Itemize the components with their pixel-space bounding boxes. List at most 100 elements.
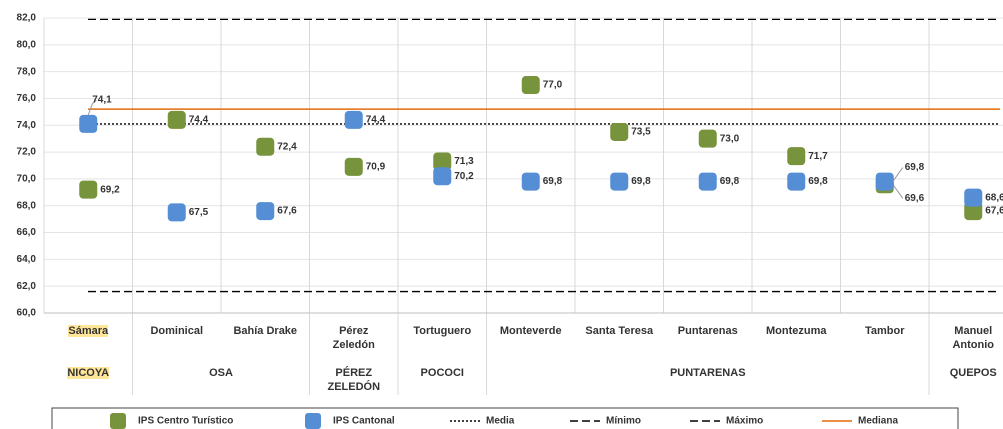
group-label: QUEPOS (929, 366, 1003, 380)
marker (610, 172, 629, 191)
data-label: 70,9 (366, 161, 386, 172)
x-tick-label: Pérez Zeledón (319, 324, 389, 352)
data-label: 74,4 (366, 115, 386, 126)
group-label-text: QUEPOS (949, 367, 997, 379)
marker (787, 147, 806, 166)
marker (256, 202, 275, 221)
data-label: 69,2 (100, 184, 120, 195)
data-label: 70,2 (454, 171, 474, 182)
marker (344, 157, 363, 176)
legend-marker (305, 413, 321, 429)
y-tick-label: 74,0 (17, 120, 37, 131)
marker (521, 172, 540, 191)
legend-label: IPS Cantonal (333, 416, 395, 427)
data-label: 69,8 (631, 176, 651, 187)
group-label-text: PÉREZ ZELEDÓN (327, 367, 381, 393)
legend-box (51, 407, 959, 429)
y-tick-label: 72,0 (17, 147, 37, 158)
data-label: 68,6 (985, 192, 1003, 203)
group-label-text: POCOCI (420, 367, 464, 379)
marker (79, 114, 98, 133)
data-label: 74,4 (189, 115, 209, 126)
marker (875, 172, 894, 191)
marker (167, 203, 186, 222)
leader-line (892, 183, 904, 199)
x-tick-label: Santa Teresa (584, 324, 654, 338)
x-tick-label: Manuel Antonio (938, 324, 1003, 352)
data-label: 77,0 (543, 80, 563, 91)
data-label: 67,5 (189, 207, 209, 218)
x-tick-label: Monteverde (496, 324, 566, 338)
x-tick-label-text: Puntarenas (677, 325, 738, 337)
x-tick-label: Tambor (850, 324, 920, 338)
y-tick-label: 80,0 (17, 39, 37, 50)
marker (79, 180, 98, 199)
x-tick-label-text: Tambor (864, 325, 905, 337)
x-tick-label: Dominical (142, 324, 212, 338)
x-tick-label: Puntarenas (673, 324, 743, 338)
marker (344, 110, 363, 129)
x-tick-label-text: Montezuma (766, 325, 827, 337)
x-tick-label-text: Sámara (68, 325, 109, 337)
y-tick-label: 60,0 (17, 308, 37, 319)
data-label: 69,8 (905, 162, 925, 173)
leader-line (87, 99, 97, 116)
data-label: 69,8 (543, 176, 563, 187)
x-tick-label: Bahía Drake (230, 324, 300, 338)
legend-label: Mínimo (606, 416, 641, 427)
marker (433, 152, 452, 171)
y-tick-label: 68,0 (17, 200, 37, 211)
group-label-text: OSA (209, 367, 233, 379)
marker (698, 129, 717, 148)
marker (256, 137, 275, 156)
legend-label: IPS Centro Turístico (138, 416, 233, 427)
marker (787, 172, 806, 191)
data-label: 73,5 (631, 127, 651, 138)
group-label: POCOCI (398, 366, 487, 380)
group-label: PUNTARENAS (487, 366, 930, 380)
data-label: 73,0 (720, 133, 740, 144)
data-label: 67,6 (277, 206, 297, 217)
marker (521, 76, 540, 95)
data-label: 69,8 (720, 176, 740, 187)
group-label-text: NICOYA (67, 367, 110, 379)
data-label: 67,6 (985, 206, 1003, 217)
y-tick-label: 62,0 (17, 281, 37, 292)
x-tick-label-text: Tortuguero (413, 325, 472, 337)
marker (433, 167, 452, 186)
data-label: 69,8 (808, 176, 828, 187)
x-tick-label: Tortuguero (407, 324, 477, 338)
marker (167, 110, 186, 129)
data-label: 74,1 (92, 95, 112, 106)
y-tick-label: 82,0 (17, 13, 37, 24)
marker (698, 172, 717, 191)
group-label: NICOYA (44, 366, 133, 380)
data-label: 71,7 (808, 151, 828, 162)
legend-label: Mediana (858, 416, 898, 427)
x-tick-label-text: Manuel Antonio (952, 325, 995, 351)
y-tick-label: 64,0 (17, 254, 37, 265)
leader-line (892, 167, 904, 182)
y-tick-label: 70,0 (17, 174, 37, 185)
marker (964, 188, 983, 207)
legend-label: Máximo (726, 416, 763, 427)
data-label: 69,6 (905, 193, 925, 204)
x-tick-label-text: Monteverde (499, 325, 562, 337)
group-label: PÉREZ ZELEDÓN (310, 366, 399, 394)
group-label-text: PUNTARENAS (669, 367, 746, 379)
x-tick-label-text: Dominical (150, 325, 204, 337)
legend-label: Media (486, 416, 515, 427)
data-label: 71,3 (454, 156, 474, 167)
x-tick-label-text: Santa Teresa (585, 325, 654, 337)
data-label: 72,4 (277, 141, 297, 152)
marker (610, 122, 629, 141)
x-tick-label-text: Pérez Zeledón (332, 325, 375, 351)
y-tick-label: 78,0 (17, 66, 37, 77)
x-tick-label: Sámara (53, 324, 123, 338)
legend-marker (110, 413, 126, 429)
x-tick-label-text: Bahía Drake (233, 325, 298, 337)
y-tick-label: 76,0 (17, 93, 37, 104)
y-tick-label: 66,0 (17, 227, 37, 238)
